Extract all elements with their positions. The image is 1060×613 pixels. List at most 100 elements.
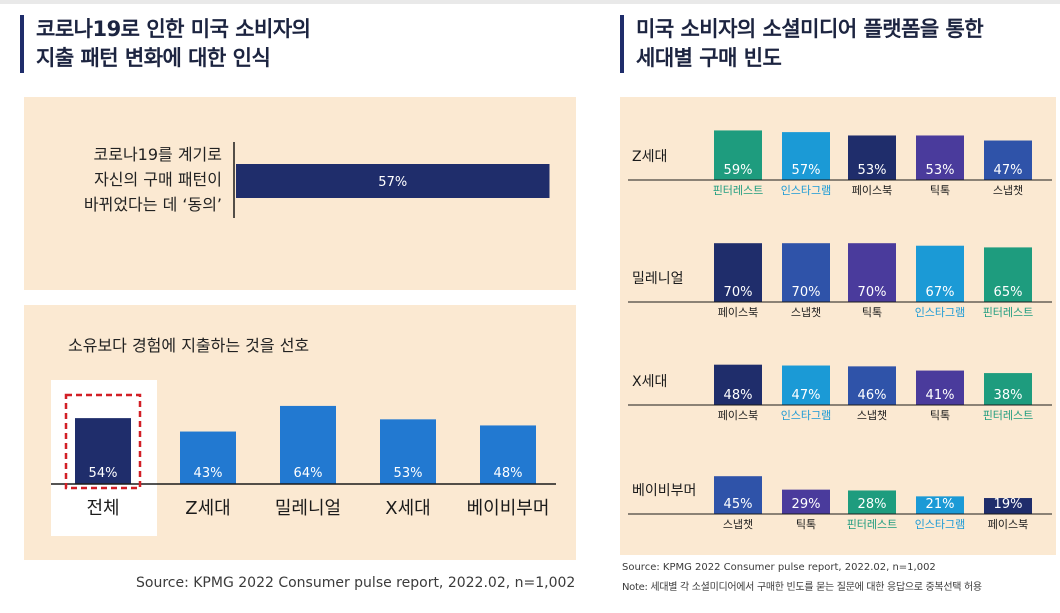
left-title-line-1: 코로나19로 인한 미국 소비자의 bbox=[36, 17, 311, 41]
platform-label: 틱톡 bbox=[930, 409, 950, 422]
left-source: Source: KPMG 2022 Consumer pulse report,… bbox=[136, 575, 576, 591]
social-value-label: 28% bbox=[858, 497, 887, 512]
platform-label: 스냅챗 bbox=[791, 305, 821, 319]
social-bar bbox=[984, 373, 1032, 405]
right-source: Source: KPMG 2022 Consumer pulse report,… bbox=[622, 562, 936, 573]
right-section-title: 미국 소비자의 소셜미디어 플랫폼을 통한 세대별 구매 빈도 bbox=[620, 15, 984, 73]
social-bar bbox=[714, 476, 762, 514]
experience-value-label: 64% bbox=[294, 466, 323, 481]
social-value-label: 21% bbox=[926, 497, 955, 512]
social-value-label: 53% bbox=[926, 163, 955, 178]
social-value-label: 38% bbox=[994, 388, 1023, 403]
experience-category-label: Z세대 bbox=[185, 498, 230, 519]
experience-bar-5 bbox=[480, 425, 536, 484]
platform-label: 스냅챗 bbox=[723, 517, 753, 531]
platform-label: 페이스북 bbox=[852, 184, 892, 197]
group-label: 베이비부머 bbox=[632, 483, 696, 499]
left-section-title: 코로나19로 인한 미국 소비자의 지출 패턴 변화에 대한 인식 bbox=[20, 15, 311, 73]
social-value-label: 47% bbox=[994, 163, 1023, 178]
social-value-label: 57% bbox=[792, 163, 821, 178]
social-value-label: 65% bbox=[994, 285, 1023, 300]
social-value-label: 29% bbox=[792, 497, 821, 512]
experience-value-label: 54% bbox=[89, 466, 118, 481]
platform-label: 페이스북 bbox=[988, 518, 1028, 531]
right-title-line-2: 세대별 구매 빈도 bbox=[636, 46, 782, 70]
social-bar bbox=[916, 370, 964, 405]
platform-label: 핀터레스트 bbox=[983, 306, 1034, 319]
social-purchase-panel bbox=[620, 97, 1056, 555]
platform-label: 핀터레스트 bbox=[983, 409, 1034, 422]
agreement-bar bbox=[236, 164, 550, 198]
platform-label: 페이스북 bbox=[718, 409, 758, 422]
category-label-line-2: 자신의 구매 패턴이 bbox=[94, 170, 222, 189]
platform-label: 인스타그램 bbox=[781, 409, 832, 422]
platform-label: 핀터레스트 bbox=[713, 184, 764, 197]
experience-category-label: 베이비부머 bbox=[467, 498, 550, 519]
social-bar bbox=[782, 365, 830, 405]
experience-bar-2 bbox=[180, 431, 236, 484]
top-divider bbox=[0, 0, 1060, 4]
social-value-label: 70% bbox=[792, 285, 821, 300]
social-bar bbox=[984, 498, 1032, 514]
social-value-label: 47% bbox=[792, 388, 821, 403]
social-bar bbox=[848, 366, 896, 405]
social-bar bbox=[848, 490, 896, 514]
category-label-line-1: 코로나19를 계기로 bbox=[94, 145, 223, 164]
platform-label: 틱톡 bbox=[930, 184, 950, 197]
platform-label: 틱톡 bbox=[796, 518, 816, 531]
group-label: X세대 bbox=[632, 374, 667, 390]
platform-label: 인스타그램 bbox=[781, 184, 832, 197]
group-label: Z세대 bbox=[632, 149, 667, 165]
agreement-bar-label: 57% bbox=[378, 175, 407, 190]
right-title-line-1: 미국 소비자의 소셜미디어 플랫폼을 통한 bbox=[636, 17, 984, 41]
experience-value-label: 53% bbox=[394, 466, 423, 481]
experience-category-label: 밀레니얼 bbox=[275, 498, 341, 519]
left-title-line-2: 지출 패턴 변화에 대한 인식 bbox=[36, 46, 271, 70]
platform-label: 인스타그램 bbox=[915, 306, 966, 319]
social-bar bbox=[984, 247, 1032, 302]
social-value-label: 67% bbox=[926, 285, 955, 300]
social-value-label: 41% bbox=[926, 388, 955, 403]
experience-chart-title: 소유보다 경험에 지출하는 것을 선호 bbox=[68, 336, 309, 355]
social-bar bbox=[714, 364, 762, 405]
experience-category-label: X세대 bbox=[385, 498, 430, 519]
social-value-label: 59% bbox=[724, 163, 753, 178]
experience-bar-3 bbox=[280, 405, 336, 484]
platform-label: 틱톡 bbox=[862, 306, 882, 319]
social-value-label: 53% bbox=[858, 163, 887, 178]
platform-label: 인스타그램 bbox=[915, 518, 966, 531]
experience-bar-1 bbox=[75, 418, 131, 484]
right-note: Note: 세대별 각 소셜미디어에서 구매한 빈도를 묻는 질문에 대한 응답… bbox=[622, 582, 982, 593]
social-value-label: 70% bbox=[858, 285, 887, 300]
social-bar bbox=[848, 243, 896, 302]
group-label: 밀레니얼 bbox=[632, 271, 684, 287]
social-bar bbox=[916, 496, 964, 514]
experience-category-label: 전체 bbox=[86, 498, 119, 519]
social-bar bbox=[714, 243, 762, 302]
social-bar bbox=[916, 135, 964, 180]
social-value-label: 46% bbox=[858, 388, 887, 403]
social-bar bbox=[916, 245, 964, 302]
social-bar bbox=[782, 243, 830, 302]
social-bar bbox=[782, 489, 830, 514]
social-value-label: 70% bbox=[724, 285, 753, 300]
social-value-label: 19% bbox=[994, 497, 1023, 512]
social-bar bbox=[848, 135, 896, 180]
social-value-label: 48% bbox=[724, 388, 753, 403]
social-bar bbox=[782, 132, 830, 180]
social-value-label: 45% bbox=[724, 497, 753, 512]
platform-label: 스냅챗 bbox=[857, 408, 887, 422]
social-bar bbox=[714, 130, 762, 180]
social-bar bbox=[984, 140, 1032, 180]
highlight-dashed-box bbox=[64, 393, 142, 490]
category-label-line-3: 바뀌었다는 데 ‘동의’ bbox=[84, 195, 222, 214]
experience-bar-4 bbox=[380, 419, 436, 484]
experience-value-label: 43% bbox=[194, 466, 223, 481]
platform-label: 페이스북 bbox=[718, 306, 758, 319]
platform-label: 스냅챗 bbox=[993, 183, 1023, 197]
platform-label: 핀터레스트 bbox=[847, 518, 898, 531]
experience-value-label: 48% bbox=[494, 466, 523, 481]
